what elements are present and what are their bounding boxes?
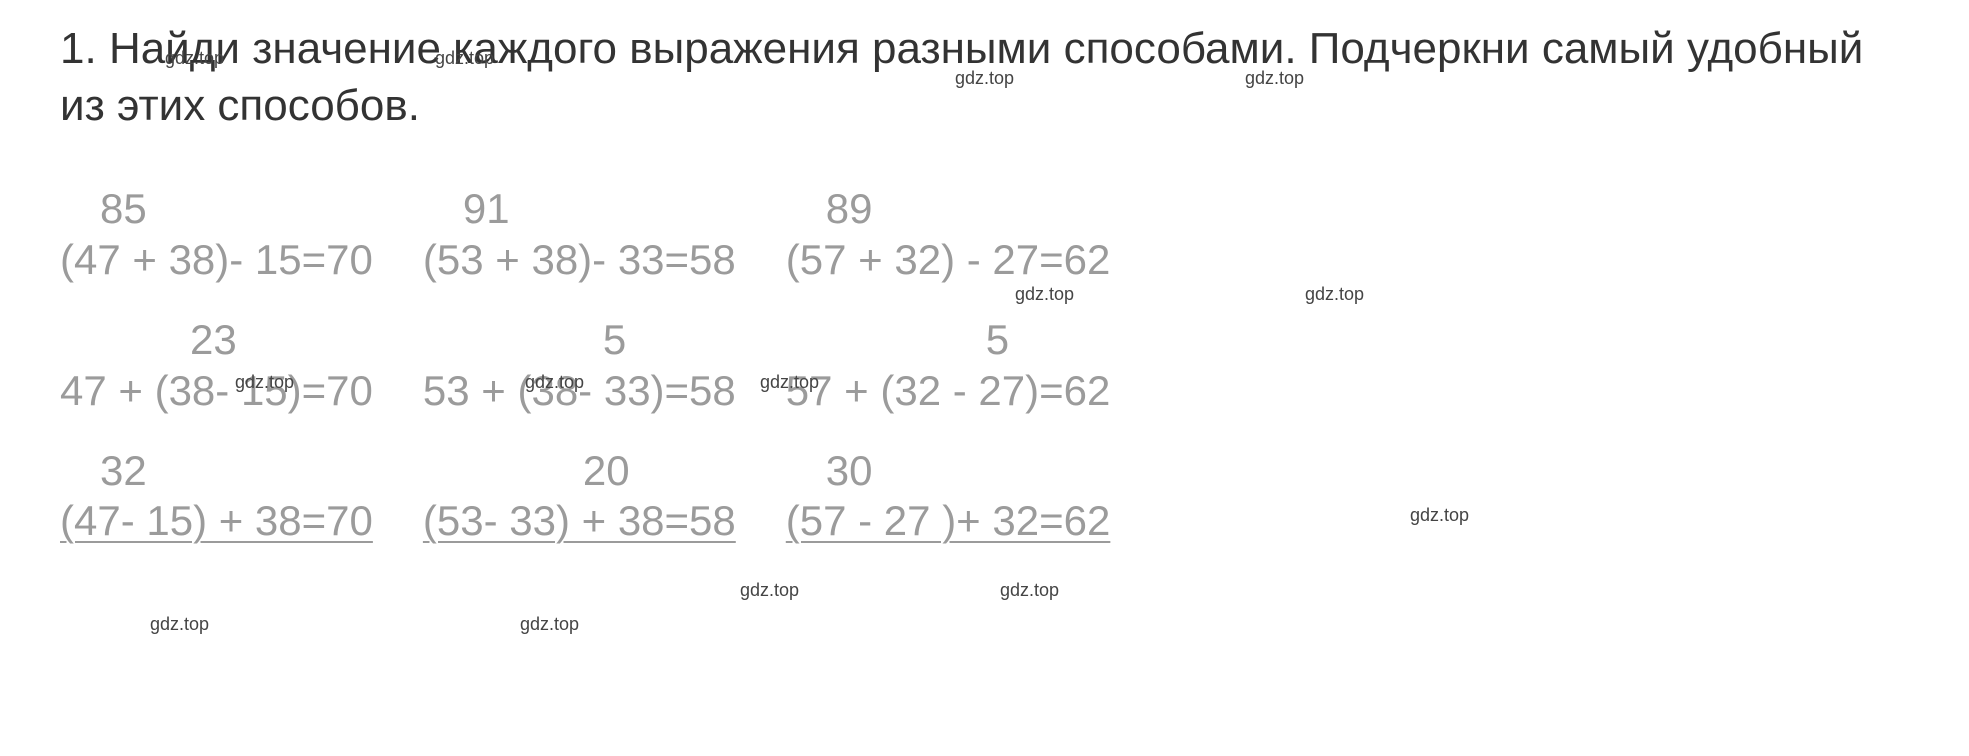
group-2-0: 89(57 + 32) - 27=62: [786, 184, 1111, 285]
expression: (53- 33) + 38=58: [423, 496, 736, 546]
watermark: gdz.top: [520, 614, 579, 635]
expression: (47 + 38)- 15=70: [60, 235, 373, 285]
group-1-2: 20(53- 33) + 38=58: [423, 446, 736, 547]
group-2-2: 30(57 - 27 )+ 32=62: [786, 446, 1111, 547]
group-0-0: 85(47 + 38)- 15=70: [60, 184, 373, 285]
group-1-0: 91(53 + 38)- 33=58: [423, 184, 736, 285]
expression: (47- 15) + 38=70: [60, 496, 373, 546]
intermediate-value: 5: [423, 315, 736, 365]
watermark: gdz.top: [740, 580, 799, 601]
group-0-2: 32(47- 15) + 38=70: [60, 446, 373, 547]
problem-text: Найди значение каждого выражения разными…: [60, 24, 1863, 130]
problem-number: 1.: [60, 24, 97, 73]
expression: (57 - 27 )+ 32=62: [786, 496, 1111, 546]
worksheet-content: 1. Найди значение каждого выражения разн…: [60, 20, 1909, 577]
intermediate-value: 5: [786, 315, 1111, 365]
column-2: 89(57 + 32) - 27=62557 + (32 - 27)=6230(…: [786, 164, 1111, 576]
intermediate-value: 32: [60, 446, 373, 496]
group-0-1: 2347 + (38- 15)=70: [60, 315, 373, 416]
intermediate-value: 20: [423, 446, 736, 496]
watermark: gdz.top: [1000, 580, 1059, 601]
intermediate-value: 30: [786, 446, 1111, 496]
intermediate-value: 85: [60, 184, 373, 234]
intermediate-value: 89: [786, 184, 1111, 234]
column-1: 91(53 + 38)- 33=58553 + (38- 33)=5820(53…: [423, 164, 736, 576]
problem-title: 1. Найди значение каждого выражения разн…: [60, 20, 1909, 134]
expression: (57 + 32) - 27=62: [786, 235, 1111, 285]
expression: 47 + (38- 15)=70: [60, 366, 373, 416]
intermediate-value: 91: [423, 184, 736, 234]
column-0: 85(47 + 38)- 15=702347 + (38- 15)=7032(4…: [60, 164, 373, 576]
watermark: gdz.top: [150, 614, 209, 635]
expression: 53 + (38- 33)=58: [423, 366, 736, 416]
expression: 57 + (32 - 27)=62: [786, 366, 1111, 416]
intermediate-value: 23: [60, 315, 373, 365]
group-1-1: 553 + (38- 33)=58: [423, 315, 736, 416]
expression: (53 + 38)- 33=58: [423, 235, 736, 285]
expression-columns: 85(47 + 38)- 15=702347 + (38- 15)=7032(4…: [60, 164, 1909, 576]
group-2-1: 557 + (32 - 27)=62: [786, 315, 1111, 416]
